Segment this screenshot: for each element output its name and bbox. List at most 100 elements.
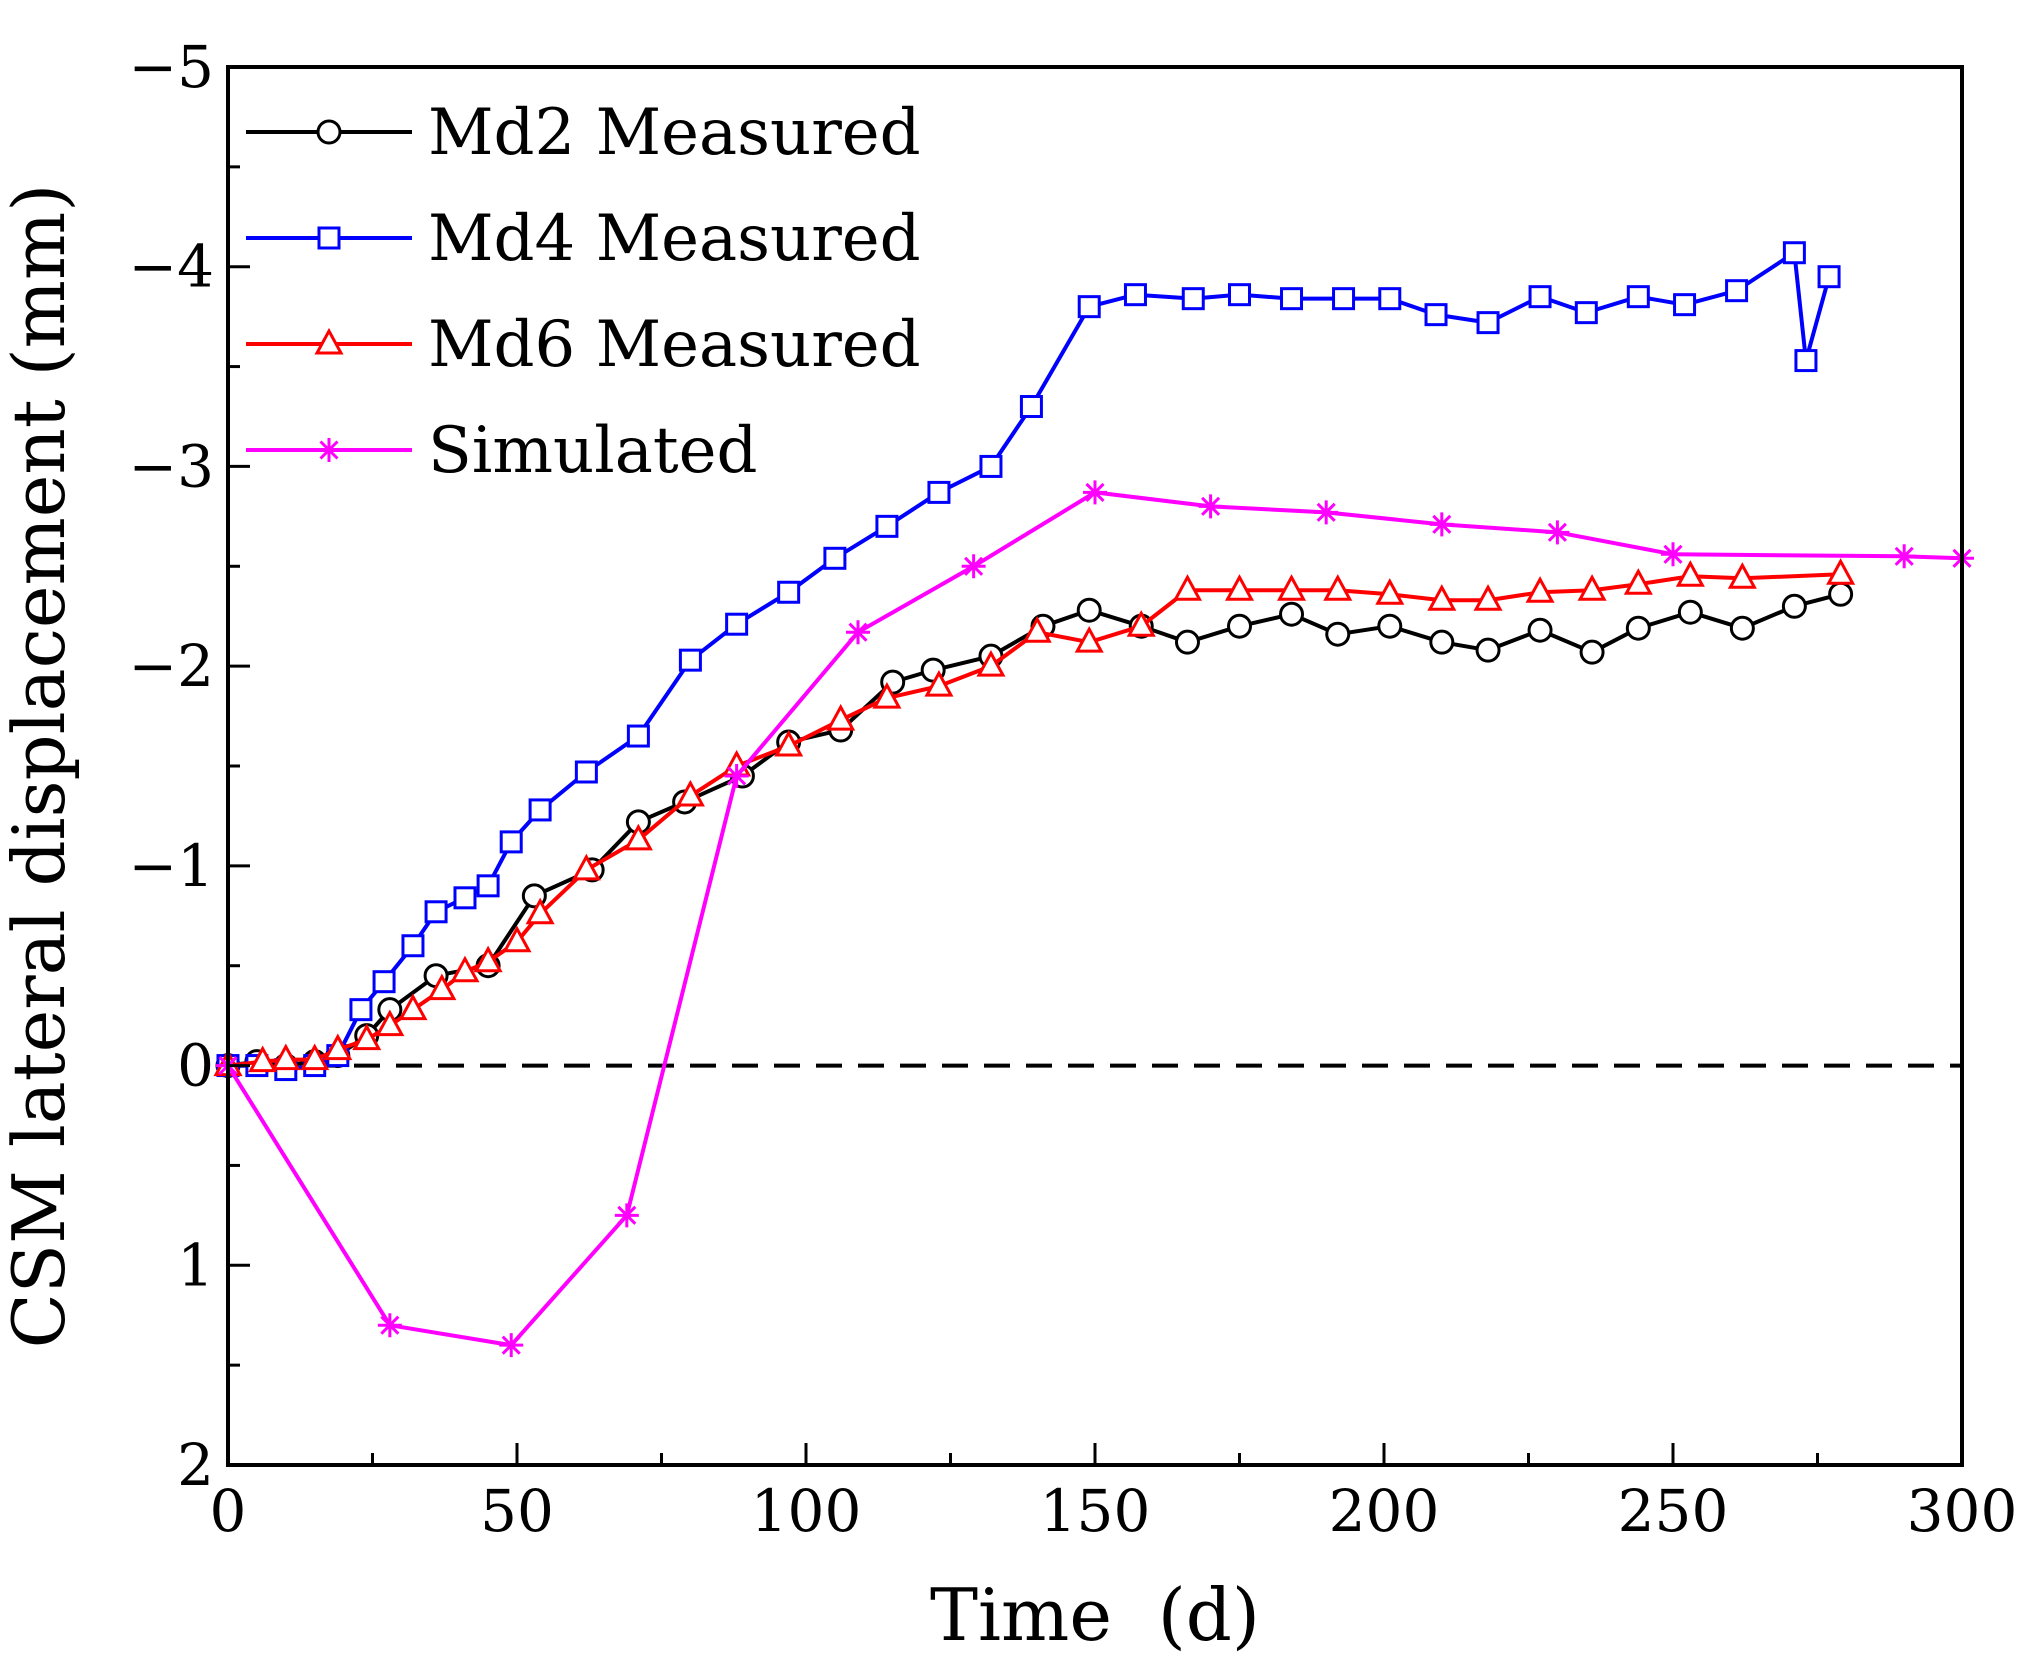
y-tick-label: −1 (129, 832, 215, 900)
x-tick-label: 300 (1907, 1477, 2018, 1545)
data-point-md6-measured (1473, 584, 1503, 611)
legend-label-md6-measured: Md6 Measured (428, 308, 921, 382)
data-point-simulated (1198, 494, 1223, 519)
y-tick-label: 2 (177, 1431, 214, 1499)
data-point-simulated (1429, 512, 1454, 537)
data-point-md2-measured (1227, 613, 1252, 639)
data-point-md4-measured (1280, 287, 1304, 311)
series-md6-measured (213, 558, 1856, 1077)
data-point-simulated (846, 620, 871, 645)
data-point-md6-measured (398, 993, 428, 1021)
data-point-md6-measured (1224, 574, 1255, 601)
data-point-md4-measured (1574, 301, 1598, 325)
data-point-simulated (499, 1333, 524, 1358)
data-point-md6-measured (1727, 562, 1757, 589)
data-point-md6-measured (323, 1033, 353, 1061)
data-point-md4-measured (1626, 285, 1650, 309)
legend-marker-md2-measured (316, 119, 342, 145)
data-point-md2-measured (1527, 617, 1553, 643)
data-point-md4-measured (1378, 287, 1402, 311)
data-point-md2-measured (1279, 601, 1305, 627)
data-point-md4-measured (1782, 241, 1806, 265)
data-point-md2-measured (1174, 629, 1200, 655)
legend-label-md2-measured: Md2 Measured (428, 96, 921, 170)
data-point-md2-measured (1677, 599, 1703, 625)
series-line-md4-measured (228, 250, 1831, 1072)
data-point-md6-measured (872, 681, 902, 709)
data-point-md6-measured (300, 1043, 330, 1071)
data-point-md4-measured (678, 648, 702, 672)
data-point-md6-measured (502, 925, 532, 953)
data-point-md4-measured (372, 970, 396, 994)
data-point-md4-measured (424, 900, 448, 924)
data-point-md4-measured (875, 514, 899, 538)
data-point-md4-measured (1332, 287, 1356, 311)
data-point-md6-measured (1427, 584, 1457, 611)
data-point-md4-measured (1019, 395, 1043, 419)
data-point-md2-measured (1377, 613, 1403, 639)
data-point-md4-measured (777, 580, 801, 604)
data-point-md2-measured (1781, 593, 1807, 619)
series-layer (213, 241, 1974, 1358)
series-simulated (216, 480, 1974, 1358)
legend-label-md4-measured: Md4 Measured (428, 202, 921, 276)
data-point-md4-measured (979, 454, 1003, 478)
x-tick-label: 250 (1618, 1477, 1729, 1545)
data-point-md4-measured (1123, 283, 1147, 307)
data-point-md6-measured (774, 729, 804, 757)
y-tick-label: −5 (129, 33, 215, 101)
y-tick-label: 0 (177, 1032, 214, 1100)
y-axis-title: CSM lateral displacement (mm) (0, 184, 81, 1349)
data-point-md6-measured (1577, 574, 1607, 601)
data-point-simulated (724, 763, 749, 788)
legend-marker-md6-measured (314, 327, 344, 355)
data-point-md6-measured (473, 945, 503, 973)
legend-label-simulated: Simulated (428, 414, 757, 488)
legend-marker-simulated (317, 438, 341, 462)
data-point-md6-measured (826, 703, 856, 731)
data-point-md4-measured (823, 546, 847, 570)
data-point-md6-measured (1623, 568, 1653, 595)
data-point-md6-measured (1675, 560, 1705, 587)
data-point-md4-measured (401, 934, 425, 958)
data-point-md2-measured (1429, 629, 1455, 655)
data-point-simulated (1661, 542, 1685, 567)
data-point-md4-measured (349, 998, 373, 1022)
data-point-md4-measured (1181, 287, 1205, 311)
y-tick-label: −2 (129, 632, 215, 700)
data-point-simulated (961, 554, 986, 579)
data-point-md2-measured (1579, 639, 1605, 665)
data-point-md4-measured (1725, 279, 1749, 303)
legend: Md2 Measured Md4 Measured Md6 Measured Simu… (246, 96, 921, 488)
x-tick-label: 50 (480, 1477, 554, 1545)
y-tick-label: −3 (129, 432, 215, 500)
data-point-md6-measured (1074, 626, 1104, 653)
x-tick-label: 100 (751, 1477, 862, 1545)
data-point-md4-measured (528, 798, 552, 822)
data-point-md6-measured (1172, 574, 1203, 601)
data-point-md4-measured (1794, 349, 1818, 373)
data-point-md4-measured (1077, 295, 1101, 319)
data-point-md2-measured (1475, 637, 1501, 663)
data-point-md6-measured (924, 669, 954, 697)
data-point-simulated (1083, 480, 1107, 505)
data-point-md6-measured (1022, 616, 1052, 643)
data-point-md2-measured (1729, 615, 1755, 641)
data-point-md6-measured (571, 853, 601, 881)
data-point-simulated (1892, 544, 1917, 569)
data-point-md2-measured (1625, 615, 1651, 641)
data-point-md2-measured (1076, 597, 1102, 623)
data-point-md4-measured (725, 612, 749, 636)
data-point-md6-measured (271, 1043, 301, 1071)
data-point-md4-measured (927, 480, 951, 504)
data-point-md4-measured (1673, 293, 1697, 317)
data-point-md6-measured (1126, 610, 1156, 637)
data-point-simulated (1314, 500, 1339, 525)
y-tick-label: 1 (177, 1231, 214, 1299)
data-point-md4-measured (574, 760, 598, 784)
data-point-md6-measured (450, 955, 480, 983)
data-point-md6-measured (352, 1023, 382, 1051)
data-point-md6-measured (1375, 578, 1405, 605)
